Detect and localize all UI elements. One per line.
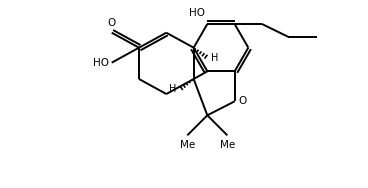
Text: Me: Me <box>220 140 235 150</box>
Text: H: H <box>210 53 218 63</box>
Text: HO: HO <box>93 58 109 68</box>
Text: O: O <box>239 96 247 106</box>
Text: O: O <box>107 18 116 28</box>
Text: H: H <box>169 84 177 94</box>
Text: Me: Me <box>180 140 195 150</box>
Text: HO: HO <box>189 8 205 18</box>
